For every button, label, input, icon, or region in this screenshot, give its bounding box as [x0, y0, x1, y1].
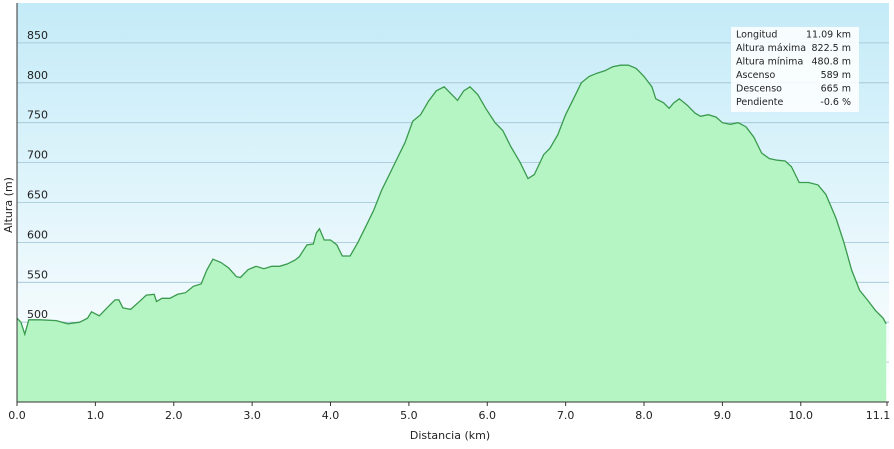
y-tick-label: 500	[27, 308, 48, 321]
stat-value: 589 m	[821, 70, 851, 81]
stat-value: 11.09 km	[806, 30, 851, 41]
x-tick-label: 10.0	[789, 409, 814, 422]
x-tick-label: 1.0	[87, 409, 105, 422]
x-tick-label: 6.0	[479, 409, 497, 422]
stats-box	[731, 27, 859, 112]
y-tick-label: 800	[27, 69, 48, 82]
elevation-line	[16, 64, 887, 337]
x-tick-label: 11.1	[866, 409, 891, 422]
stat-label: Ascenso	[736, 70, 775, 81]
stat-label: Descenso	[736, 84, 782, 95]
y-tick-label: 550	[27, 268, 48, 281]
x-tick-label: 5.0	[400, 409, 418, 422]
x-tick-label: 0.0	[8, 409, 26, 422]
x-tick-label: 7.0	[557, 409, 575, 422]
stat-value: 665 m	[821, 84, 851, 95]
stat-value: -0.6 %	[820, 97, 851, 108]
stat-label: Longitud	[736, 30, 777, 41]
y-axis-label: Altura (m)	[2, 177, 15, 233]
y-tick-label: 750	[27, 109, 48, 122]
stat-value: 480.8 m	[812, 57, 851, 68]
y-tick-label: 700	[27, 149, 48, 162]
stat-label: Altura mínima	[736, 57, 803, 68]
x-tick-label: 2.0	[165, 409, 183, 422]
x-axis-label: Distancia (km)	[410, 429, 490, 442]
stat-label: Altura máxima	[736, 43, 806, 54]
stat-value: 822.5 m	[812, 43, 851, 54]
x-tick-label: 9.0	[714, 409, 732, 422]
x-tick-label: 4.0	[322, 409, 340, 422]
y-tick-label: 650	[27, 189, 48, 202]
x-tick-label: 8.0	[635, 409, 653, 422]
y-tick-label: 850	[27, 29, 48, 42]
stat-label: Pendiente	[736, 97, 784, 108]
y-tick-label: 600	[27, 228, 48, 241]
x-tick-label: 3.0	[243, 409, 261, 422]
area-fill	[17, 65, 887, 402]
